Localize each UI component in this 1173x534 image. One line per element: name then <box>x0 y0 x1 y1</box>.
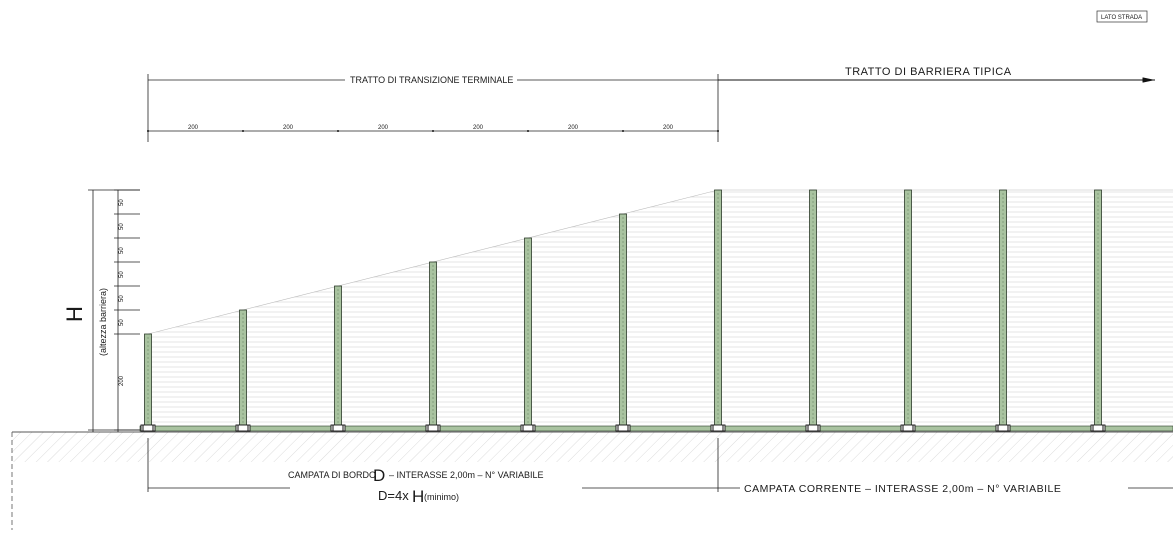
formula-prefix: D=4x <box>378 488 409 503</box>
height-caption: (altezza barriera) <box>98 288 108 356</box>
post-11 <box>1090 189 1106 432</box>
top-spacing-label-1: 200 <box>188 125 199 131</box>
left-dim-label-3: 50 <box>119 247 125 254</box>
left-dim-label-4: 50 <box>119 271 125 278</box>
typical-barrier-label: TRATTO DI BARRIERA TIPICA <box>845 66 1012 78</box>
campata-bordo-prefix: CAMPATA DI BORDO <box>288 470 376 480</box>
top-spacing-label-4: 200 <box>473 125 484 131</box>
height-symbol: H <box>62 306 87 322</box>
top-spacing-label-6: 200 <box>663 125 674 131</box>
post-10 <box>995 189 1011 432</box>
left-height-dimensions: 50 50 50 50 50 50 200 <box>88 189 140 432</box>
left-dim-label-5: 50 <box>119 295 125 302</box>
left-dim-label-7: 200 <box>119 375 125 386</box>
formula-symbol: H <box>412 487 424 506</box>
post-5 <box>520 237 536 432</box>
campata-bordo-symbol: D <box>373 466 385 485</box>
left-dim-label-2: 50 <box>119 223 125 230</box>
left-dim-label-1: 50 <box>119 199 125 206</box>
top-spacing-label-5: 200 <box>568 125 579 131</box>
post-2 <box>235 309 251 432</box>
left-dim-label-6: 50 <box>119 319 125 326</box>
barrier-posts <box>140 189 1106 432</box>
post-4 <box>425 261 441 432</box>
transition-dimension: TRATTO DI TRANSIZIONE TERMINALE <box>147 72 719 142</box>
post-8 <box>805 189 821 432</box>
typical-barrier-arrow: TRATTO DI BARRIERA TIPICA <box>718 66 1155 83</box>
post-9 <box>900 189 916 432</box>
post-3 <box>330 285 346 432</box>
lato-strada-label: LATO STRADA <box>1096 10 1148 23</box>
bottom-left-label: CAMPATA DI BORDO D – INTERASSE 2,00m – N… <box>288 466 544 506</box>
bottom-dimensions <box>147 438 1173 492</box>
post-6 <box>615 213 631 432</box>
lato-strada-text: LATO STRADA <box>1101 15 1142 21</box>
top-spacing-label-3: 200 <box>378 125 389 131</box>
post-1 <box>140 333 156 432</box>
campata-corrente-label: CAMPATA CORRENTE – INTERASSE 2,00m – N° … <box>744 483 1061 495</box>
formula-suffix: (minimo) <box>424 492 459 502</box>
campata-bordo-suffix: – INTERASSE 2,00m – N° VARIABILE <box>389 470 544 480</box>
top-spacing-dimensions: 200 200 200 200 200 200 <box>147 125 719 132</box>
top-spacing-label-2: 200 <box>283 125 294 131</box>
barrier-panels <box>147 189 1173 428</box>
transition-label: TRATTO DI TRANSIZIONE TERMINALE <box>350 75 513 85</box>
post-7 <box>710 189 726 432</box>
ground <box>11 425 1173 530</box>
